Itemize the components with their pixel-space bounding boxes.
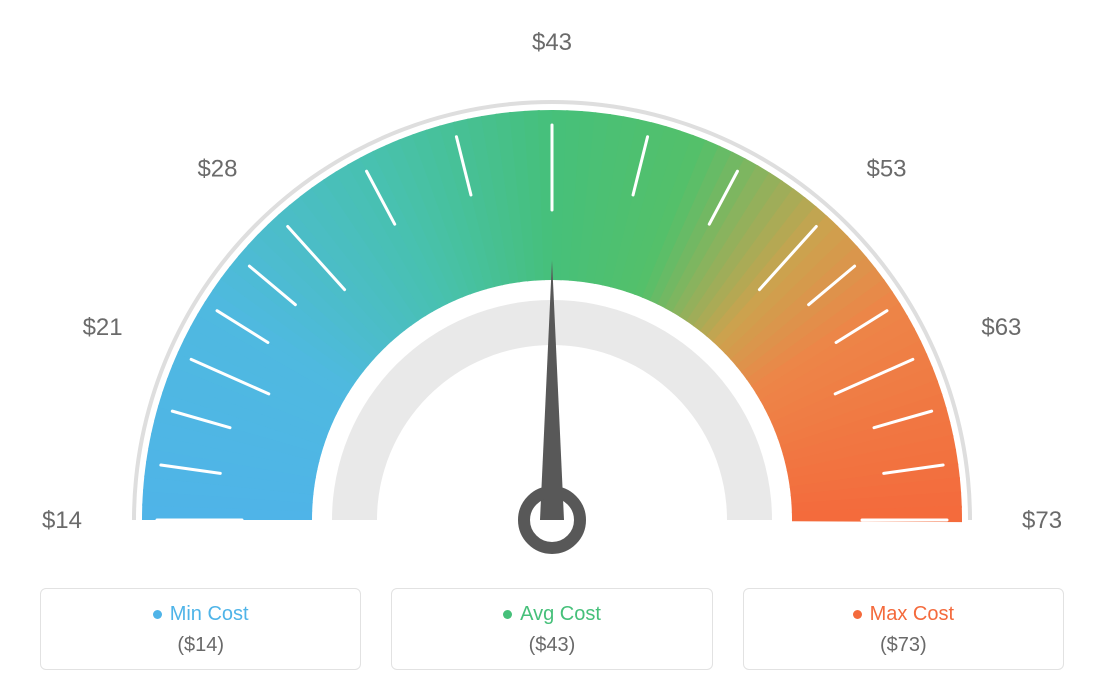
- svg-text:$63: $63: [981, 314, 1021, 341]
- cost-gauge-container: $14 $21 $28 $43 $53 $63 $73 Min Cost ($14) Avg…: [0, 0, 1104, 690]
- legend-label-min: Min Cost: [170, 603, 249, 626]
- legend-card-min: Min Cost ($14): [40, 588, 361, 670]
- legend-card-avg: Avg Cost ($43): [391, 588, 712, 670]
- legend-dot-max: [853, 610, 862, 619]
- legend-value-max: ($73): [754, 634, 1053, 657]
- svg-text:$14: $14: [42, 507, 82, 534]
- gauge-chart: $14 $21 $28 $43 $53 $63 $73: [0, 0, 1104, 560]
- legend-label-max: Max Cost: [870, 603, 954, 626]
- legend-row: Min Cost ($14) Avg Cost ($43) Max Cost (…: [40, 588, 1064, 670]
- legend-title-min: Min Cost: [153, 603, 249, 626]
- svg-text:$28: $28: [197, 156, 237, 183]
- svg-text:$21: $21: [83, 314, 123, 341]
- legend-value-avg: ($43): [402, 634, 701, 657]
- svg-text:$53: $53: [866, 156, 906, 183]
- legend-title-max: Max Cost: [853, 603, 954, 626]
- legend-card-max: Max Cost ($73): [743, 588, 1064, 670]
- svg-text:$43: $43: [532, 29, 572, 56]
- legend-title-avg: Avg Cost: [503, 603, 601, 626]
- legend-label-avg: Avg Cost: [520, 603, 601, 626]
- legend-dot-min: [153, 610, 162, 619]
- svg-text:$73: $73: [1022, 507, 1062, 534]
- legend-dot-avg: [503, 610, 512, 619]
- legend-value-min: ($14): [51, 634, 350, 657]
